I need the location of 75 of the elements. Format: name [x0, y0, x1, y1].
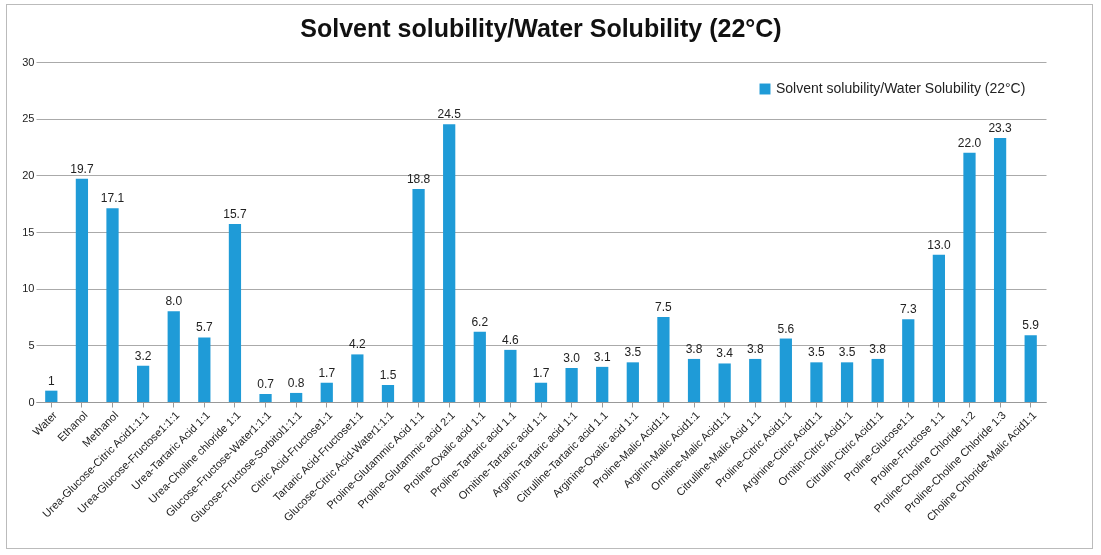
data-label: 19.7	[70, 161, 94, 176]
data-label: 3.4	[716, 346, 734, 361]
data-label: 4.2	[349, 337, 367, 352]
data-label: 4.6	[502, 332, 520, 347]
data-label: 3.5	[808, 345, 826, 360]
data-label: 1.7	[532, 365, 550, 380]
data-label: 23.3	[988, 120, 1013, 135]
bar	[565, 368, 578, 402]
bar	[75, 178, 89, 402]
bar	[412, 188, 425, 402]
bar	[473, 331, 486, 402]
data-label: 1.7	[318, 365, 336, 380]
bar	[657, 317, 670, 402]
bar	[840, 362, 854, 402]
bar	[290, 392, 303, 402]
bar	[871, 358, 884, 402]
bar	[351, 354, 364, 402]
data-label: 0.8	[287, 375, 305, 390]
data-label: 3.8	[746, 341, 764, 356]
bar	[779, 338, 792, 402]
data-label: 17.1	[100, 191, 125, 206]
data-label: 3.5	[838, 345, 856, 360]
data-label: 0.7	[257, 377, 275, 392]
data-label: 3.2	[134, 348, 152, 363]
data-label: 13.0	[927, 237, 951, 252]
bar	[626, 362, 639, 402]
bar	[443, 124, 456, 402]
chart-title: Solvent solubility/Water Solubility (22°C)	[300, 14, 782, 42]
data-label: 1.5	[379, 368, 397, 382]
bar	[320, 382, 333, 402]
bar	[198, 337, 211, 402]
bar	[504, 349, 517, 402]
bar	[687, 358, 701, 402]
data-label: 5.6	[777, 321, 795, 336]
bar	[963, 152, 976, 402]
bar	[718, 363, 731, 402]
bar	[596, 366, 609, 402]
bar	[534, 382, 548, 402]
legend-label: Solvent solubility/Water Solubility (22°C)	[776, 80, 1026, 96]
data-label: 7.3	[899, 302, 917, 317]
bar	[1024, 335, 1037, 402]
bar	[902, 319, 915, 402]
y-tick-label: 30	[22, 55, 35, 68]
y-tick-label: 0	[28, 395, 35, 408]
bar	[228, 224, 242, 402]
bar	[259, 394, 272, 402]
y-tick-label: 5	[28, 338, 35, 351]
bar	[106, 208, 119, 402]
bar	[993, 137, 1007, 402]
data-label: 7.5	[655, 300, 673, 314]
data-label: 3.8	[685, 341, 703, 356]
bar	[167, 311, 180, 402]
data-label: 18.8	[406, 171, 431, 186]
data-label: 15.7	[223, 207, 247, 222]
data-label: 5.7	[195, 320, 213, 335]
data-label: 24.5	[437, 107, 462, 122]
y-tick-label: 20	[22, 168, 35, 181]
data-label: 3.1	[593, 349, 611, 364]
data-label: 3.0	[563, 351, 581, 365]
bar	[749, 358, 762, 402]
bar	[381, 385, 395, 402]
bar	[45, 390, 58, 402]
data-label: 3.5	[624, 345, 642, 360]
data-label: 22.0	[957, 135, 982, 150]
bar	[810, 362, 823, 402]
data-label: 8.0	[165, 294, 183, 309]
data-label: 1	[47, 373, 55, 388]
data-label: 5.9	[1022, 318, 1040, 333]
y-tick-label: 25	[22, 112, 35, 125]
data-label: 6.2	[471, 314, 489, 329]
y-tick-label: 10	[22, 282, 35, 295]
bar	[932, 254, 945, 402]
data-label: 3.8	[869, 341, 887, 356]
bar	[137, 365, 150, 402]
y-tick-label: 15	[22, 225, 35, 238]
